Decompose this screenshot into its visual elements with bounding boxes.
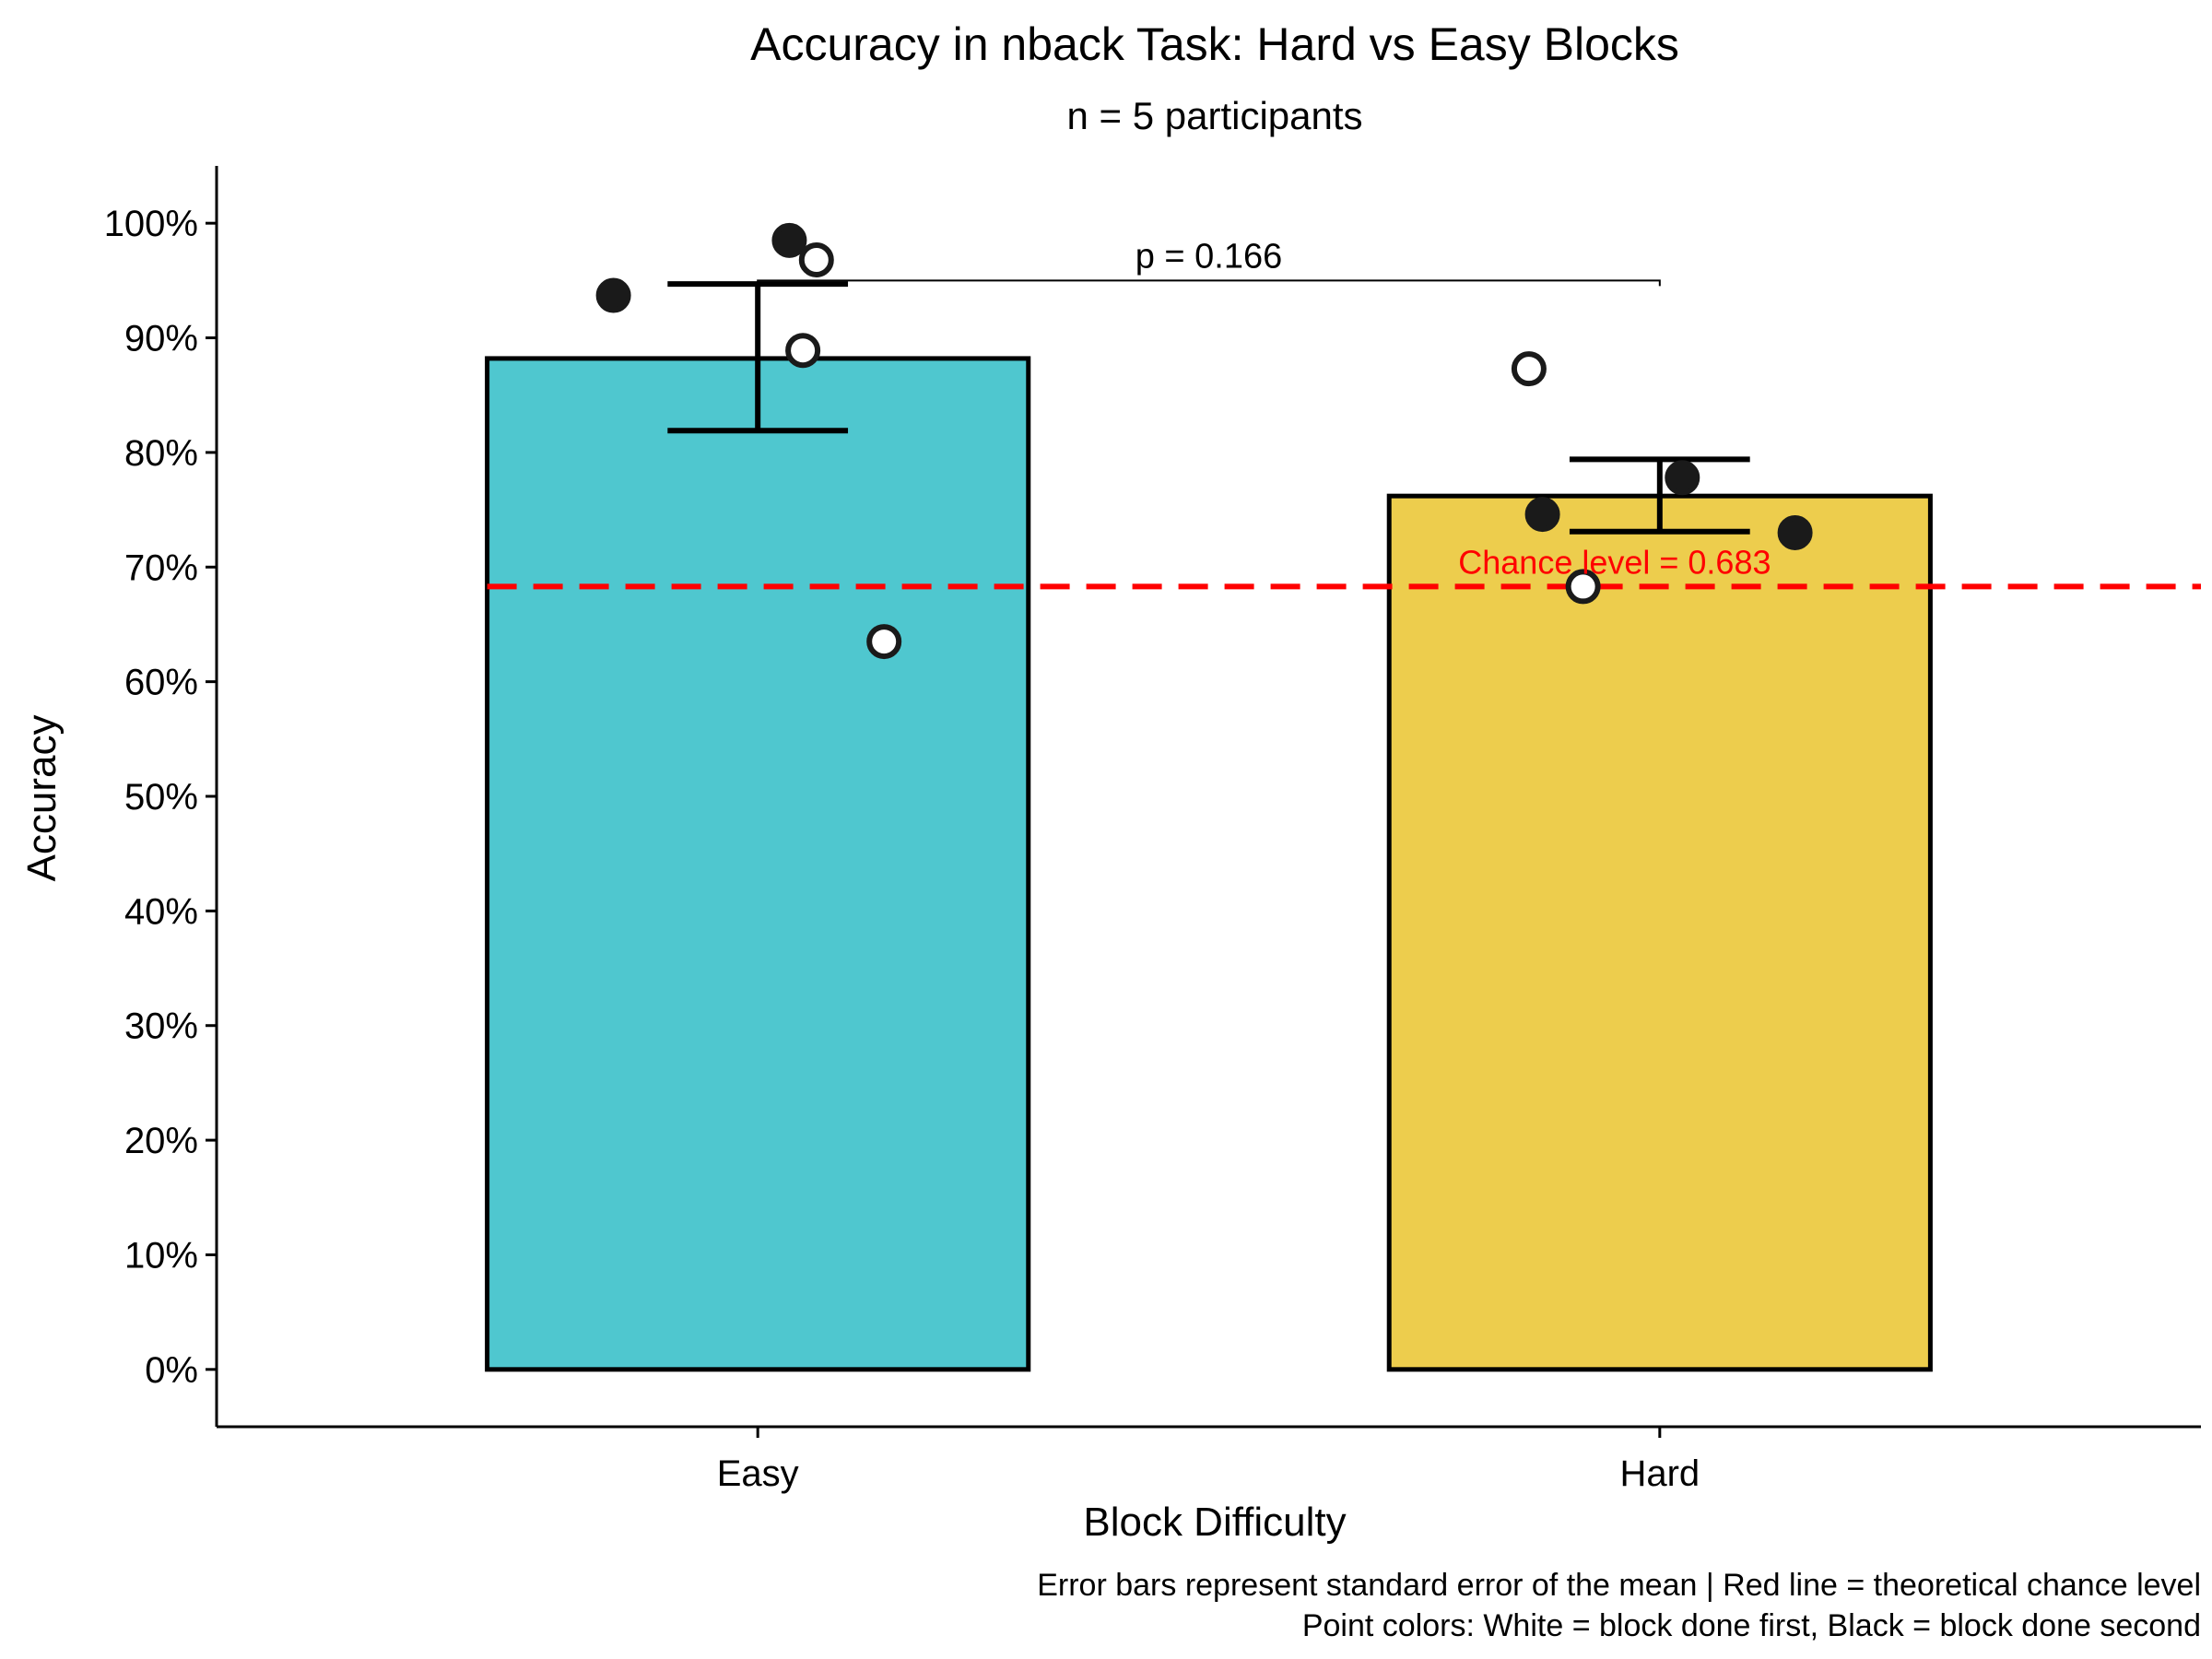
data-point-hard-8 (1777, 514, 1813, 550)
y-tick-label-4: 40% (124, 891, 198, 932)
data-point-easy-4 (866, 624, 902, 660)
data-point-hard-9 (1565, 569, 1601, 605)
y-tick-label-5: 50% (124, 777, 198, 818)
significance-bracket (757, 279, 1661, 287)
bar-hard (1386, 493, 1933, 1372)
x-tick-label-easy: Easy (717, 1453, 799, 1494)
caption-line-1: Error bars represent standard error of t… (1037, 1568, 2201, 1603)
y-tick-label-6: 60% (124, 663, 198, 703)
y-tick-label-1: 10% (124, 1235, 198, 1276)
significance-label: p = 0.166 (1135, 237, 1283, 276)
y-tick-label-0: 0% (145, 1350, 198, 1391)
data-point-easy-0 (595, 277, 631, 313)
plot-area: p = 0.166 Chance level = 0.683 0% 10% 20% 30%… (104, 166, 2201, 1494)
caption-line-2: Point colors: White = block done first, … (1302, 1608, 2201, 1643)
y-tick-label-10: 100% (104, 204, 198, 244)
chart-subtitle: n = 5 participants (1066, 94, 1362, 137)
y-tick-label-3: 30% (124, 1006, 198, 1047)
y-tick-label-2: 20% (124, 1121, 198, 1161)
chance-level-label: Chance level = 0.683 (1458, 543, 1771, 581)
y-tick-label-8: 80% (124, 433, 198, 474)
y-axis-title: Accuracy (19, 715, 65, 882)
x-tick-label-hard: Hard (1619, 1453, 1700, 1494)
y-tick-label-7: 70% (124, 547, 198, 588)
data-point-easy-2 (798, 241, 834, 277)
data-point-easy-3 (785, 333, 821, 369)
data-point-hard-5 (1511, 351, 1547, 387)
y-tick-label-9: 90% (124, 319, 198, 359)
data-point-hard-7 (1665, 460, 1700, 496)
data-point-hard-6 (1524, 497, 1560, 533)
x-axis-title: Block Difficulty (1083, 1500, 1346, 1545)
bar-easy (485, 356, 1031, 1372)
data-point-easy-1 (771, 222, 807, 258)
chart-title: Accuracy in nback Task: Hard vs Easy Blo… (750, 18, 1679, 70)
